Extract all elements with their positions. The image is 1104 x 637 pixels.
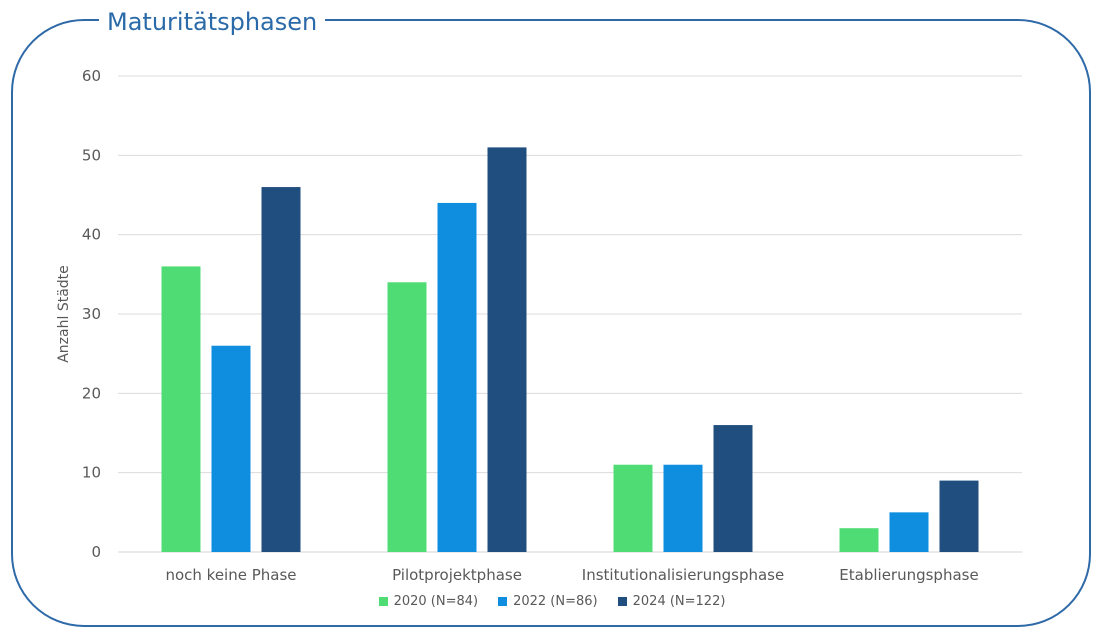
bar bbox=[161, 266, 201, 552]
chart-title: Maturitätsphasen bbox=[99, 6, 326, 38]
legend-label-2020: 2020 (N=84) bbox=[393, 594, 479, 609]
bar bbox=[939, 480, 979, 552]
legend-swatch-2022 bbox=[498, 597, 508, 606]
legend-label-2022: 2022 (N=86) bbox=[513, 594, 598, 609]
bar bbox=[387, 282, 427, 552]
bar bbox=[211, 345, 251, 552]
legend-item: 2020 (N=84) bbox=[378, 594, 479, 609]
x-tick-label: Etablierungsphase bbox=[839, 566, 978, 584]
y-tick-label: 20 bbox=[82, 384, 101, 402]
bar bbox=[487, 147, 527, 552]
legend-item: 2024 (N=122) bbox=[617, 594, 726, 609]
x-tick-label: Institutionalisierungsphase bbox=[582, 566, 784, 584]
bar bbox=[839, 528, 879, 552]
bar bbox=[889, 512, 929, 552]
y-tick-label: 0 bbox=[91, 543, 101, 561]
legend: 2020 (N=84) 2022 (N=86) 2024 (N=122) bbox=[0, 594, 1104, 609]
x-tick-label: Pilotprojektphase bbox=[392, 566, 522, 584]
y-tick-label: 50 bbox=[82, 146, 101, 164]
x-tick-label: noch keine Phase bbox=[165, 566, 296, 584]
y-tick-label: 40 bbox=[82, 226, 101, 244]
y-tick-label: 30 bbox=[82, 305, 101, 323]
bar bbox=[437, 202, 477, 552]
y-tick-label: 10 bbox=[82, 464, 101, 482]
legend-label-2024: 2024 (N=122) bbox=[632, 594, 726, 609]
legend-swatch-2020 bbox=[378, 597, 388, 606]
y-axis-label: Anzahl Städte bbox=[56, 265, 72, 363]
bar bbox=[663, 464, 703, 552]
bar bbox=[261, 187, 301, 553]
bar bbox=[613, 464, 653, 552]
legend-swatch-2024 bbox=[617, 597, 627, 606]
legend-item: 2022 (N=86) bbox=[498, 594, 598, 609]
y-tick-label: 60 bbox=[82, 67, 101, 85]
bar bbox=[713, 425, 753, 552]
